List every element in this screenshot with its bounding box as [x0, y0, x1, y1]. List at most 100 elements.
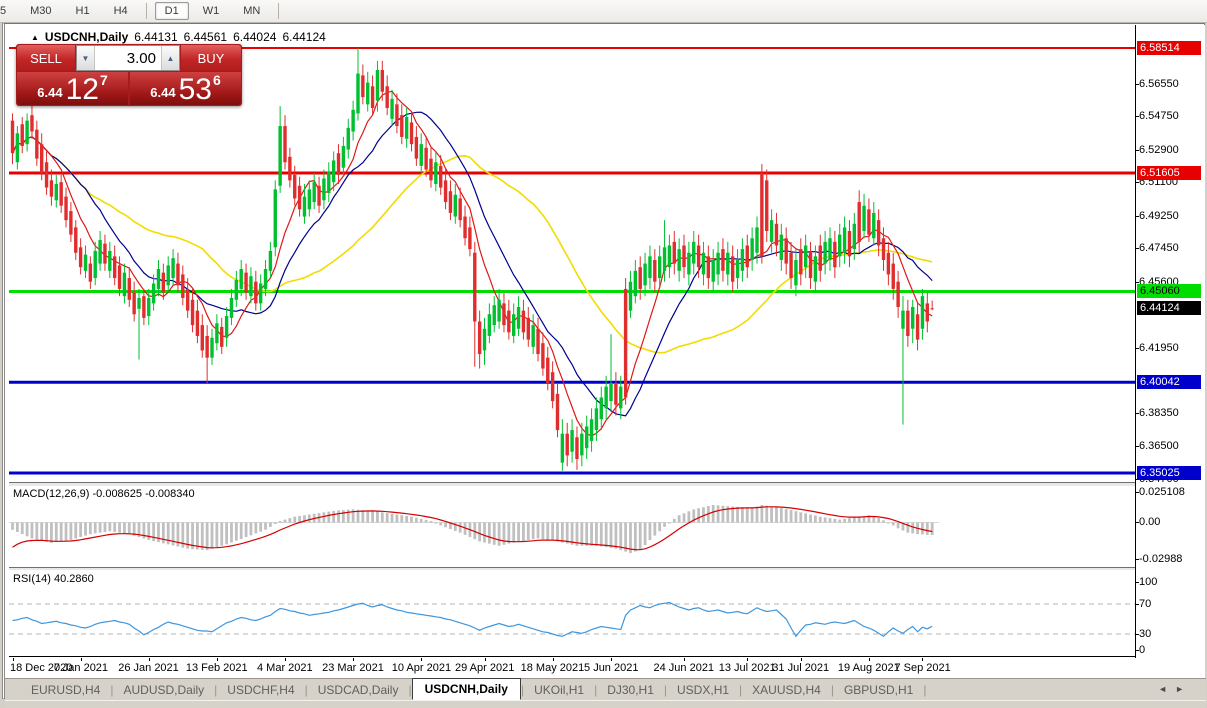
candlestick-canvas[interactable] [9, 25, 1135, 482]
macd-histogram-bar [862, 515, 866, 523]
symbol-timeframe-label: USDCNH,Daily [44, 30, 129, 44]
macd-histogram-bar [580, 522, 584, 546]
macd-histogram-bar [108, 522, 112, 532]
timeframe-button-h1[interactable]: H1 [75, 5, 90, 17]
date-tick [284, 658, 286, 661]
macd-canvas[interactable] [9, 486, 1135, 566]
macd-histogram-bar [64, 522, 68, 541]
macd-histogram-bar [88, 522, 92, 535]
macd-histogram-bar [429, 521, 433, 523]
candle-body [283, 126, 287, 163]
candle-body [307, 189, 312, 210]
macd-histogram-bar [813, 515, 817, 523]
candle-body [721, 249, 725, 271]
macd-pane[interactable] [9, 486, 1135, 566]
macd-histogram-bar [268, 522, 272, 527]
candle-body [147, 297, 151, 317]
date-tick [148, 658, 150, 661]
symbol-tab-usdx[interactable]: USDX,H1 [677, 682, 730, 697]
candle-body [594, 408, 599, 431]
candle-body [341, 145, 346, 168]
symbol-tab-audusd[interactable]: AUDUSD,Daily [123, 682, 205, 697]
symbol-tab-dj30[interactable]: DJ30,H1 [607, 682, 654, 697]
candle-body [127, 278, 131, 300]
sell-price-prefix: 6.44 [37, 85, 63, 100]
symbol-tab-gbpusd[interactable]: GBPUSD,H1 [843, 682, 914, 697]
collapse-triangle-icon[interactable]: ▲ [31, 32, 39, 42]
candle-body [716, 252, 720, 275]
buy-button[interactable]: BUY [181, 45, 241, 71]
candle-body [497, 299, 501, 322]
volume-increase-button[interactable]: ▲ [161, 46, 179, 70]
candle-body [507, 310, 511, 333]
candle-body [536, 328, 540, 355]
rsi-tick-dash [1136, 634, 1139, 635]
tab-scroll-right-icon[interactable]: ► [1175, 684, 1192, 694]
timeframe-toolbar: 5 M30 H1 H4 D1 W1 MN [0, 0, 1207, 23]
price-axis[interactable]: 6.56550 6.54750 6.52900 6.51100 6.49250 6.474… [1136, 25, 1205, 658]
symbol-tab-usdchf[interactable]: USDCHF,H4 [227, 682, 295, 697]
macd-histogram-bar [220, 522, 224, 546]
volume-input[interactable]: 3.00 [126, 49, 156, 67]
candle-body [385, 86, 389, 108]
candle-body [677, 249, 681, 271]
macd-histogram-bar [30, 522, 34, 539]
candle-body [190, 299, 195, 326]
symbol-tab-eurusd[interactable]: EURUSD,H4 [31, 682, 101, 697]
symbol-tab-xauusd[interactable]: XAUUSD,H4 [752, 682, 821, 697]
volume-decrease-button[interactable]: ▼ [77, 46, 95, 70]
macd-histogram-bar [828, 518, 832, 523]
price-tick-label: 6.47450 [1139, 242, 1179, 255]
rsi-pane[interactable] [9, 570, 1135, 657]
timeframe-button-mn[interactable]: MN [243, 5, 261, 17]
macd-histogram-bar [541, 522, 545, 540]
macd-histogram-bar [293, 516, 297, 523]
macd-histogram-bar [658, 522, 662, 532]
timeframe-button-h4[interactable]: H4 [113, 5, 128, 17]
macd-histogram-bar [458, 522, 462, 533]
symbol-tab-usdcad[interactable]: USDCAD,Daily [317, 682, 399, 697]
sell-button[interactable]: SELL [17, 45, 75, 71]
macd-histogram-bar [147, 522, 151, 540]
tab-separator: | [594, 682, 598, 697]
candle-body [59, 182, 63, 206]
macd-histogram-bar [531, 522, 535, 540]
macd-histogram-bar [239, 522, 243, 539]
buy-price-display[interactable]: 6.44 53 6 [130, 72, 241, 105]
candle-body [570, 430, 574, 452]
timeframe-button-5[interactable]: 5 [0, 5, 7, 17]
macd-histogram-bar [322, 512, 326, 523]
macd-histogram-bar [536, 522, 540, 539]
sell-price-display[interactable]: 6.44 12 7 [17, 72, 128, 105]
timeframe-button-m30[interactable]: M30 [30, 5, 52, 17]
symbol-tab-ukoil[interactable]: UKOil,H1 [534, 682, 585, 697]
timeframe-button-w1[interactable]: W1 [202, 5, 220, 17]
macd-axis-label: -0.02988 [1139, 553, 1183, 565]
macd-histogram-bar [259, 522, 263, 532]
macd-histogram-bar [833, 518, 837, 523]
candle-body [692, 241, 696, 264]
candle-body [166, 265, 170, 286]
candle-body [390, 98, 394, 119]
candle-body [589, 419, 594, 441]
macd-histogram-bar [390, 513, 394, 523]
sell-price-big: 12 [65, 73, 99, 106]
rsi-canvas[interactable] [9, 570, 1135, 657]
candle-body [482, 328, 487, 351]
macd-histogram-bar [843, 518, 846, 523]
date-label: 13 Feb 2021 [185, 662, 248, 674]
date-tick [552, 658, 554, 661]
macd-histogram-bar [283, 519, 287, 523]
tab-scroll-left-icon[interactable]: ◄ [1158, 684, 1176, 694]
macd-histogram-bar [439, 522, 443, 526]
macd-histogram-bar [745, 507, 749, 523]
macd-histogram-bar [234, 522, 238, 541]
macd-histogram-bar [84, 522, 87, 536]
candle-body [886, 252, 891, 275]
macd-histogram-bar [872, 516, 876, 523]
macd-histogram-bar [643, 522, 647, 546]
symbol-tab-usdcnh[interactable]: USDCNH,Daily [411, 677, 521, 700]
timeframe-button-d1[interactable]: D1 [154, 2, 189, 20]
date-axis[interactable]: 18 Dec 2020 7 Jan 2021 26 Jan 2021 13 Feb 2… [9, 658, 1205, 678]
macd-histogram-bar [395, 514, 399, 523]
